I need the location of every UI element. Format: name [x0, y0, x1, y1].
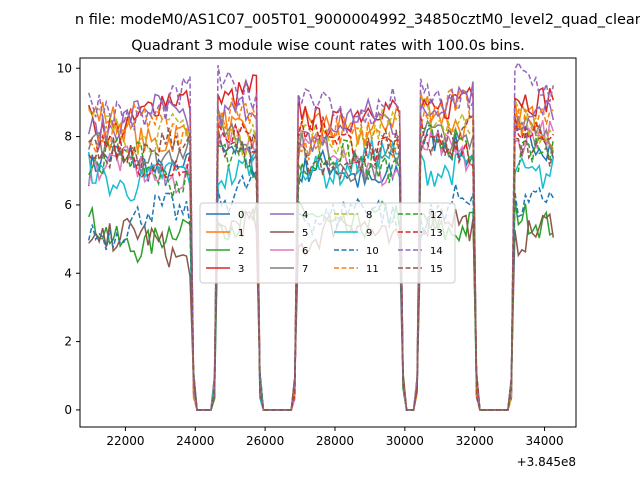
legend-box [199, 202, 456, 284]
legend-label-4: 4 [302, 210, 308, 221]
x-tick-label: 24000 [176, 434, 214, 448]
legend-label-14: 14 [430, 246, 443, 257]
y-tick-label: 10 [57, 61, 72, 75]
legend-label-7: 7 [302, 264, 308, 275]
figure-suptitle: n file: modeM0/AS1C07_005T01_9000004992_… [74, 12, 640, 28]
legend-label-2: 2 [238, 246, 244, 257]
y-tick-label: 4 [64, 266, 72, 280]
x-tick-label: 34000 [525, 434, 563, 448]
y-tick-label: 6 [64, 198, 72, 212]
x-offset-label: +3.845e8 [517, 455, 576, 469]
x-tick-label: 22000 [106, 434, 144, 448]
x-tick-label: 28000 [316, 434, 354, 448]
legend-label-6: 6 [302, 246, 308, 257]
series-layer [87, 60, 555, 411]
y-tick-label: 8 [64, 130, 72, 144]
series-line-15 [88, 114, 555, 411]
legend-label-9: 9 [366, 228, 372, 239]
legend-label-11: 11 [366, 264, 379, 275]
chart-title: Quadrant 3 module wise count rates with … [131, 38, 525, 54]
x-tick-label: 26000 [246, 434, 284, 448]
legend-label-13: 13 [430, 228, 443, 239]
legend-label-3: 3 [238, 264, 244, 275]
y-tick-label: 0 [64, 403, 72, 417]
legend-label-12: 12 [430, 210, 443, 221]
legend-label-15: 15 [430, 264, 443, 275]
legend-label-8: 8 [366, 210, 372, 221]
plot-frame [79, 57, 577, 428]
legend-label-0: 0 [238, 210, 244, 221]
x-axis: 22000 24000 26000 28000 30000 32000 34000 [106, 427, 564, 448]
legend-label-10: 10 [366, 246, 379, 257]
y-tick-label: 2 [64, 335, 72, 349]
x-tick-label: 32000 [456, 434, 494, 448]
legend-label-1: 1 [238, 228, 244, 239]
legend-label-5: 5 [302, 228, 308, 239]
y-axis: 0 2 4 6 8 10 [57, 61, 80, 417]
x-tick-label: 30000 [386, 434, 424, 448]
